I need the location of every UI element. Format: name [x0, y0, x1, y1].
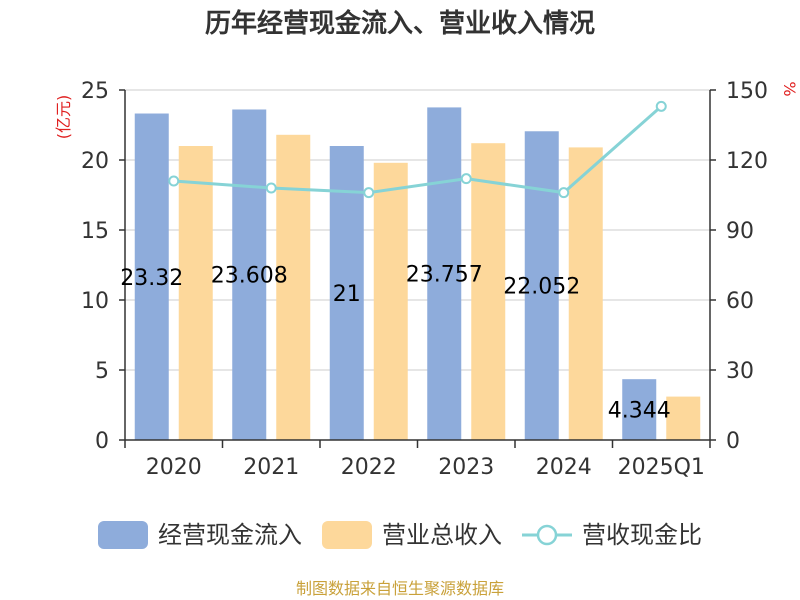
y-right-tick-label: 120 [726, 149, 768, 174]
y-left-tick-label: 10 [81, 289, 109, 314]
line-cash-ratio [173, 105, 663, 195]
x-tick-label: 2024 [536, 455, 592, 480]
y-left-tick-label: 20 [81, 149, 109, 174]
bar-cash-inflow [622, 379, 657, 440]
legend-label: 营业总收入 [382, 521, 502, 549]
bar-revenue [666, 396, 701, 440]
legend-item: 经营现金流入 [98, 521, 302, 549]
bar-cash-inflow [329, 146, 364, 440]
bar-data-label: 4.344 [608, 399, 671, 424]
source-note: 制图数据来自恒生聚源数据库 [296, 579, 504, 598]
bar-cash-inflow [427, 107, 462, 440]
y-right-tick-label: 60 [726, 289, 754, 314]
line-layer [168, 100, 667, 199]
data-labels-layer: 23.32 23.608 21 23.757 22.052 4.344 [120, 263, 670, 424]
y-left-tick-label: 5 [95, 359, 109, 384]
bar-revenue [178, 146, 213, 440]
legend-marker [536, 524, 558, 546]
bar-revenue [568, 147, 603, 440]
y-left-tick-label: 15 [81, 219, 109, 244]
bar-data-label: 21 [333, 282, 361, 307]
legend-item: 营收现金比 [522, 521, 702, 549]
legend-item: 营业总收入 [322, 521, 502, 549]
line-point [265, 182, 277, 194]
bar-cash-inflow [524, 131, 559, 440]
line-point [460, 173, 472, 185]
legend-swatch [98, 521, 148, 549]
line-point [168, 175, 180, 187]
legend-swatch [322, 521, 372, 549]
bar-cash-inflow [232, 109, 267, 440]
legend-label: 经营现金流入 [158, 521, 302, 549]
bar-revenue [373, 162, 408, 441]
line-point [363, 187, 375, 199]
right-axis-unit: % [780, 81, 799, 96]
x-tick-label: 2020 [146, 455, 202, 480]
bar-revenue [471, 143, 506, 440]
x-tick-label: 2023 [438, 455, 494, 480]
legend-label: 营收现金比 [582, 521, 702, 549]
x-tick-label: 2022 [341, 455, 397, 480]
legend: 经营现金流入 营业总收入 营收现金比 [98, 521, 702, 549]
left-axis-unit: (亿元) [54, 95, 73, 140]
x-tick-label: 2025Q1 [618, 455, 705, 480]
x-tick-label: 2021 [243, 455, 299, 480]
y-right-tick-label: 150 [726, 79, 768, 104]
y-left-tick-label: 25 [81, 79, 109, 104]
chart-title: 历年经营现金流入、营业收入情况 [205, 8, 595, 39]
bars-layer [134, 107, 701, 441]
bar-cash-inflow [134, 113, 169, 441]
line-point [558, 187, 570, 199]
y-right-tick-label: 90 [726, 219, 754, 244]
y-right-tick-label: 0 [726, 429, 740, 454]
bar-data-label: 23.757 [406, 263, 483, 288]
bar-data-label: 23.32 [120, 266, 183, 291]
bar-revenue [276, 134, 311, 441]
bar-data-label: 23.608 [211, 264, 288, 289]
grid-lines [125, 89, 710, 371]
y-left-tick-label: 0 [95, 429, 109, 454]
y-right-tick-label: 30 [726, 359, 754, 384]
bar-data-label: 22.052 [503, 275, 580, 300]
axes-layer: 0 5 10 15 20 25 0 30 60 90 120 150 2020 2021 2022 2023 2… [81, 79, 768, 480]
line-point [655, 100, 667, 112]
